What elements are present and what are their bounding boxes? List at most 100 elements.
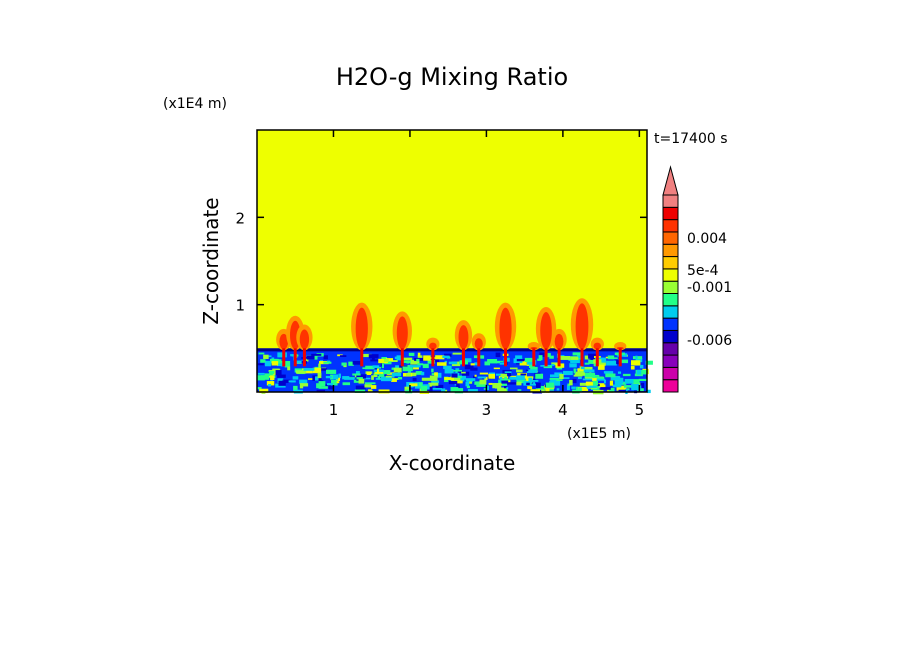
field-cell [467,389,478,393]
field-cell [380,376,392,382]
field-cell [275,369,282,376]
colorbar-label: 5e-4 [687,263,719,279]
field-cell [450,387,459,392]
field-cell [414,385,422,389]
field-cell [326,383,333,386]
plot-area [257,130,653,395]
field-cell [506,387,509,390]
plume-core [355,307,368,350]
field-cell [477,376,487,379]
field-cell [524,357,533,362]
field-cell [278,380,286,386]
field-cell [611,376,621,381]
plume [471,333,486,367]
field-cell [582,366,593,370]
field-cell [592,378,597,382]
colorbar-swatch [662,206,679,221]
field-cell [420,385,428,391]
field-cell [487,359,498,364]
field-cell [465,381,470,387]
field-cell [368,354,379,359]
field-cell [294,360,306,364]
field-cell [295,370,307,374]
field-cell [476,382,486,387]
field-cell [498,379,502,385]
field-cell [391,372,402,377]
field-cell [497,387,507,393]
field-cell [413,367,419,370]
y-unit-label: (x1E4 m) [163,96,227,112]
field-cell [574,371,585,376]
field-cell [577,376,582,380]
field-cell [402,357,413,361]
field-cell [582,378,593,381]
field-cell [277,378,284,384]
field-cell [444,360,448,363]
field-cell [341,362,347,366]
field-cell [454,388,464,394]
field-cell [435,384,444,389]
field-cell [527,386,533,390]
field-cell [277,374,286,378]
plume-core [593,342,602,350]
field-cell [597,364,605,370]
field-cell [517,389,522,391]
field-cell [530,379,539,382]
field-cell [362,353,372,358]
field-cell [495,373,504,376]
x-unit-label: (x1E5 m) [567,426,631,442]
field-cell [443,365,452,370]
field-cell [356,377,363,380]
colorbar-swatch [662,366,679,381]
field-cell [270,375,275,381]
x-tick-label: 2 [405,401,415,419]
field-cell [266,381,275,386]
field-cell [504,371,512,375]
field-cell [451,373,458,378]
field-cell [408,352,415,356]
field-cell [576,354,583,359]
field-cell [603,379,606,384]
field-cell [355,371,360,376]
colorbar-swatch [662,342,679,356]
field-cell [592,380,598,386]
field-cell [586,385,597,388]
field-cell [538,355,543,361]
plume [426,337,440,367]
field-cell [283,362,289,366]
field-cell [504,375,507,381]
field-cell [612,357,618,359]
field-cell [584,362,590,365]
field-cell [630,360,641,366]
field-cell [501,378,510,381]
field-cell [583,369,595,373]
field-cell [549,380,561,386]
field-cell [569,363,577,368]
plume-stem [461,348,465,367]
plume [276,328,292,367]
field-cell [622,373,631,377]
field-cell [464,364,474,370]
field-cell [488,382,493,385]
field-cell [299,383,309,387]
field-cell [355,385,366,390]
field-cell [541,389,545,393]
field-cell [509,367,518,370]
field-cell [470,363,475,366]
field-cell [461,371,470,376]
field-cell [288,380,296,383]
field-cell [402,360,411,364]
field-cell [397,376,403,380]
field-cell [614,379,623,385]
field-cell [421,377,431,381]
field-cell [455,375,463,379]
field-cell [427,359,436,364]
field-cell [268,355,272,358]
field-cell [600,387,611,390]
field-cell [422,363,429,369]
field-cell [258,372,265,375]
field-cell [386,372,395,375]
field-cell [453,370,463,372]
field-cell [470,367,478,371]
